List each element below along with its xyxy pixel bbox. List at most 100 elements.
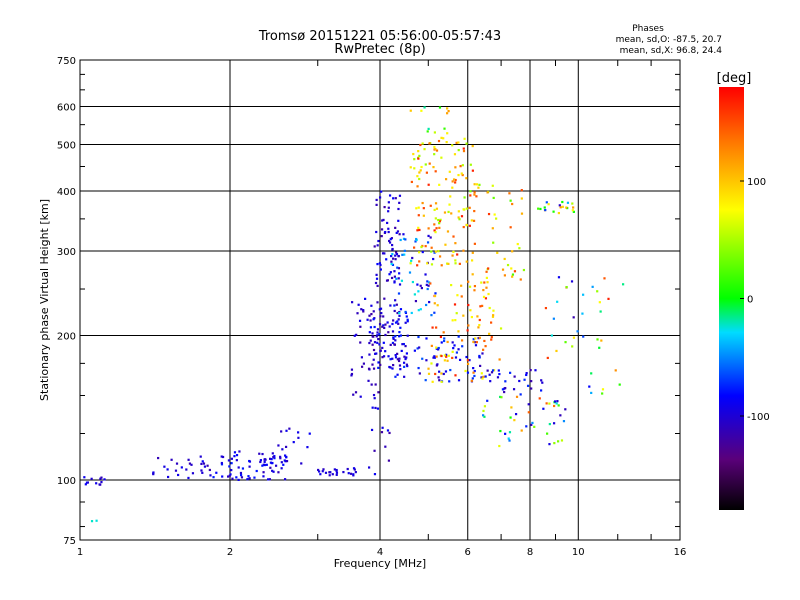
data-point [212, 476, 215, 479]
data-point [262, 471, 265, 474]
data-point [446, 230, 450, 233]
data-point [431, 380, 434, 383]
data-point [372, 310, 375, 313]
data-point [509, 416, 512, 419]
data-point [457, 173, 460, 177]
data-point [375, 203, 378, 206]
data-point [262, 463, 265, 466]
data-point [418, 372, 421, 375]
data-point [416, 283, 419, 286]
data-point [271, 452, 274, 455]
data-point [360, 365, 364, 368]
data-point [412, 152, 415, 156]
data-point [481, 377, 484, 380]
data-point [470, 379, 473, 382]
data-point [387, 206, 390, 209]
data-point [425, 337, 428, 340]
data-point [558, 204, 561, 207]
data-point [415, 237, 418, 241]
data-point [457, 348, 460, 351]
data-point [504, 432, 507, 435]
data-point [471, 251, 474, 254]
y-tick-label: 300 [57, 247, 76, 258]
data-point [513, 419, 516, 422]
data-point [403, 253, 406, 256]
data-point [538, 397, 541, 400]
data-point [540, 389, 543, 392]
data-point [405, 315, 408, 318]
data-point [175, 462, 179, 465]
data-point [418, 177, 421, 181]
chart-title: Tromsø 20151221 05:56:00-05:57:43 [258, 29, 501, 44]
data-point [546, 356, 549, 360]
data-point [420, 109, 423, 112]
data-point [419, 284, 422, 287]
data-point [391, 322, 394, 326]
data-point [590, 391, 593, 395]
data-point [422, 214, 425, 217]
data-point [465, 207, 468, 210]
data-point [482, 348, 485, 351]
data-point [271, 469, 274, 472]
data-point [446, 359, 449, 362]
x-tick-label: 6 [465, 547, 471, 558]
data-point [238, 450, 241, 453]
data-point [274, 464, 278, 467]
data-point [426, 241, 430, 244]
data-point [391, 263, 395, 266]
data-point [230, 457, 234, 460]
data-point [504, 386, 507, 390]
data-point [374, 281, 378, 285]
data-point [398, 194, 402, 197]
data-point [423, 148, 426, 151]
data-point [438, 183, 441, 186]
data-point [230, 462, 233, 465]
data-point [478, 336, 481, 339]
data-point [537, 207, 540, 210]
data-point [376, 301, 379, 304]
data-point [393, 304, 396, 307]
data-point [95, 519, 98, 522]
data-point [382, 324, 385, 327]
x-tick-label: 10 [572, 547, 585, 558]
data-point [368, 314, 371, 317]
data-point [378, 343, 381, 346]
data-point [398, 364, 402, 367]
data-point [428, 281, 431, 284]
data-point [389, 343, 392, 346]
data-point [471, 377, 474, 380]
data-point [463, 137, 466, 140]
data-point [460, 295, 463, 298]
data-point [384, 333, 387, 337]
data-point [409, 166, 412, 169]
data-point [479, 305, 482, 308]
data-point [457, 148, 460, 152]
data-point [220, 455, 223, 458]
data-point [484, 345, 487, 348]
data-point [398, 201, 401, 204]
data-point [382, 341, 385, 344]
data-point [388, 241, 392, 244]
data-point [367, 466, 371, 469]
data-point [492, 309, 495, 312]
data-point [416, 229, 419, 232]
data-point [389, 271, 392, 274]
data-point [436, 304, 439, 307]
data-point [420, 286, 423, 290]
data-point [227, 459, 231, 462]
data-point [414, 299, 418, 303]
data-point [379, 263, 382, 267]
data-point [417, 226, 420, 229]
data-point [425, 359, 428, 362]
data-point [387, 227, 390, 230]
data-point [437, 346, 440, 350]
data-point [388, 273, 391, 276]
data-point [417, 290, 420, 293]
data-point [435, 347, 438, 350]
data-point [203, 465, 207, 468]
data-point [461, 173, 464, 177]
x-axis-ticks: 1 2 4 6 8 10 16 [77, 547, 687, 558]
data-point [270, 458, 273, 461]
data-point [396, 320, 399, 323]
data-point [374, 352, 377, 355]
